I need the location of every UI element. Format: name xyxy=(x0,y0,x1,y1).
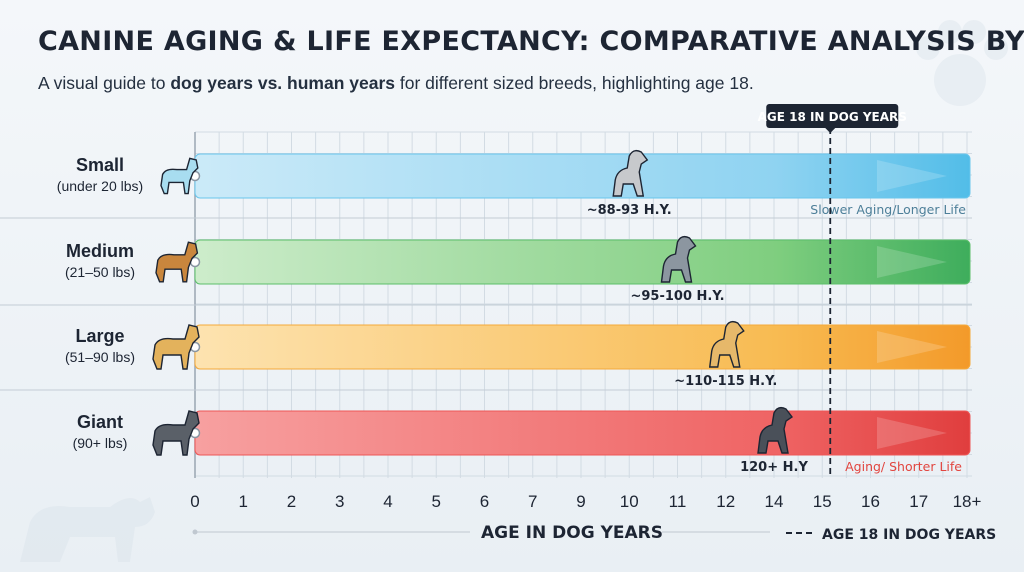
subtitle-emphasis: dog years vs. human years xyxy=(170,73,396,93)
bar-medium xyxy=(194,239,971,285)
category-label-medium: Medium xyxy=(66,241,134,261)
human-years-annotation: 120+ H.Y xyxy=(740,460,808,475)
chart-subtitle: A visual guide to dog years vs. human ye… xyxy=(38,73,754,94)
category-label-small: Small xyxy=(76,155,124,175)
labrador-icon xyxy=(152,324,200,370)
subtitle-prefix: A visual guide to xyxy=(38,73,171,93)
category-labels-group: Small (under 20 lbs) Medium (21–50 lbs) Larg… xyxy=(57,155,200,456)
x-tick-label: 5 xyxy=(432,492,441,511)
x-tick-label: 10 xyxy=(620,492,639,511)
x-tick-label: 2 xyxy=(287,492,296,511)
x-tick-label: 16 xyxy=(861,492,880,511)
longer-life-note: Slower Aging/Longer Life xyxy=(810,202,966,217)
x-tick-label: 7 xyxy=(528,492,537,511)
x-tick-label: 0 xyxy=(190,492,199,511)
dog-silhouette-watermark-icon xyxy=(20,497,155,562)
reference-pointer xyxy=(825,128,836,133)
x-tick-label: 15 xyxy=(813,492,832,511)
reference-label-box xyxy=(766,104,899,128)
x-tick-label: 11 xyxy=(669,492,687,511)
x-axis-label: AGE IN DOG YEARS xyxy=(481,523,663,543)
legend-label: AGE 18 IN DOG YEARS xyxy=(822,527,996,543)
category-sublabel: (under 20 lbs) xyxy=(57,178,143,194)
human-years-annotation: ~88-93 H.Y. xyxy=(587,203,672,218)
marker-dog-body xyxy=(757,406,794,454)
category-sublabel: (51–90 lbs) xyxy=(65,349,135,365)
marker-dog-body xyxy=(660,235,697,283)
small-dog-sitting-icon xyxy=(612,149,649,197)
great-dane-icon xyxy=(152,410,200,456)
human-years-annotation: ~95-100 H.Y. xyxy=(630,289,724,304)
bars-group xyxy=(189,153,971,456)
subtitle-suffix: for different sized breeds, highlighting… xyxy=(395,73,754,93)
bar-chevron-highlight xyxy=(877,331,947,363)
chihuahua-icon xyxy=(160,157,199,195)
bar-giant xyxy=(194,410,971,456)
x-tick-label: 6 xyxy=(480,492,489,511)
x-tick-label: 18+ xyxy=(953,492,982,511)
dog-body xyxy=(152,410,200,456)
category-label-large: Large xyxy=(75,326,124,346)
x-tick-label: 1 xyxy=(239,492,248,511)
category-sublabel: (90+ lbs) xyxy=(73,435,128,451)
x-tick-label: 3 xyxy=(335,492,344,511)
paw-print-watermark-icon xyxy=(916,20,1008,106)
beagle-icon xyxy=(155,241,199,283)
dog-body xyxy=(155,241,199,283)
axis-baseline-dot xyxy=(192,529,198,535)
x-tick-label: 4 xyxy=(383,492,392,511)
bar-large xyxy=(194,324,971,370)
category-label-giant: Giant xyxy=(77,412,123,432)
bar-small xyxy=(194,153,971,199)
x-tick-label: 9 xyxy=(576,492,585,511)
x-tick-label: 12 xyxy=(716,492,735,511)
annotations-group: ~88-93 H.Y. ~95-100 H.Y. ~110-115 H.Y. 120+… xyxy=(587,104,966,478)
marker-dog-body xyxy=(708,320,745,368)
bar-chevron-highlight xyxy=(877,417,947,449)
category-sublabel: (21–50 lbs) xyxy=(65,264,135,280)
marker-dog-body xyxy=(612,149,649,197)
reference-label: AGE 18 IN DOG YEARS xyxy=(758,110,907,124)
bar-chevron-highlight xyxy=(877,160,947,192)
dog-body xyxy=(160,157,199,195)
x-tick-label: 17 xyxy=(909,492,928,511)
giant-dog-icon xyxy=(757,406,794,454)
human-years-annotation: ~110-115 H.Y. xyxy=(674,374,777,389)
medium-dog-icon xyxy=(660,235,697,283)
bar-chevron-highlight xyxy=(877,246,947,278)
shorter-life-note: Aging/ Shorter Life xyxy=(845,459,962,474)
x-tick-label: 14 xyxy=(765,492,784,511)
chart-title: CANINE AGING & LIFE EXPECTANCY: COMPARAT… xyxy=(38,26,1024,57)
x-axis: 0 1 2 3 4 5 6 7 9 10 11 12 14 15 16 17 18+AGE IN DOG YEA… xyxy=(190,492,996,543)
dog-body xyxy=(152,324,200,370)
large-dog-icon xyxy=(708,320,745,368)
